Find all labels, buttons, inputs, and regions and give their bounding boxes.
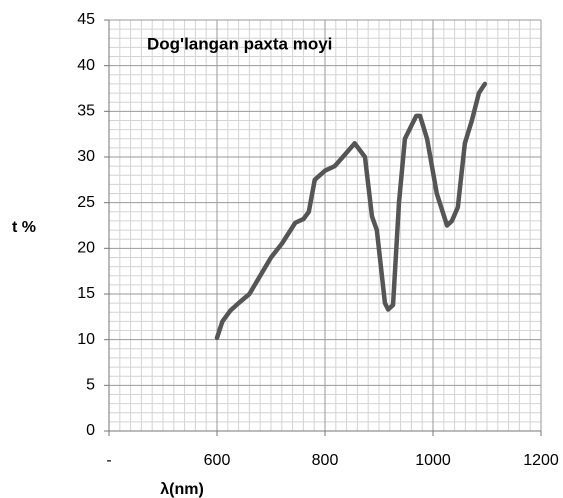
y-axis-label: t % — [12, 219, 36, 236]
y-tick-label: 40 — [77, 57, 95, 74]
y-tick-label: 20 — [77, 240, 95, 257]
x-tick-label: 1200 — [523, 452, 559, 469]
x-tick-label: - — [106, 452, 111, 469]
line-series — [214, 81, 488, 341]
chart-title: Dog'langan paxta moyi — [147, 34, 332, 53]
y-tick-label: 45 — [77, 11, 95, 28]
x-axis-label: λ(nm) — [160, 481, 204, 498]
y-tick-label: 10 — [77, 331, 95, 348]
y-tick-label: 30 — [77, 148, 95, 165]
y-tick-label: 25 — [77, 194, 95, 211]
grid — [108, 19, 542, 432]
y-tick-label: 5 — [86, 377, 95, 394]
y-tick-label: 35 — [77, 103, 95, 120]
x-tick-label: 600 — [204, 452, 231, 469]
x-tick-label: 800 — [312, 452, 339, 469]
y-tick-label: 15 — [77, 285, 95, 302]
x-tick-label: 1000 — [415, 452, 451, 469]
y-tick-label: 0 — [86, 422, 95, 439]
